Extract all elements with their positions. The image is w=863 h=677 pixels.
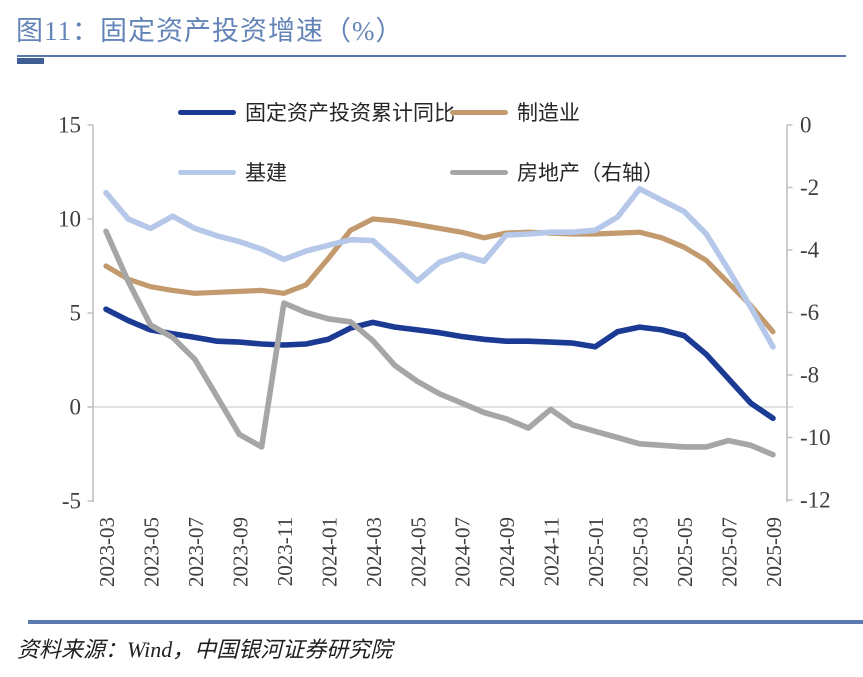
legend-label-manufacturing: 制造业 <box>517 101 580 125</box>
legend-swatch-manufacturing <box>450 109 508 115</box>
x-tick-label: 2023-03 <box>95 517 119 587</box>
y-left-tick-label: -5 <box>62 489 81 514</box>
legend-label-fai: 固定资产投资累计同比 <box>245 101 455 125</box>
series-infrastructure-line <box>103 186 776 350</box>
x-tick-label: 2025-05 <box>673 517 697 587</box>
x-tick-label: 2024-03 <box>362 517 386 587</box>
x-tick-label: 2024-09 <box>495 517 519 587</box>
legend-item-realestate: 房地产（右轴） <box>450 157 664 187</box>
legend-item-manufacturing: 制造业 <box>450 97 580 127</box>
y-left-tick-label: 10 <box>58 207 81 232</box>
x-tick-label: 2024-07 <box>451 517 475 587</box>
x-tick-label: 2024-01 <box>317 517 341 587</box>
series-manufacturing-line <box>103 216 776 335</box>
x-tick-label: 2025-07 <box>718 517 742 587</box>
title-underline <box>17 55 846 57</box>
x-tick-label: 2023-09 <box>228 517 252 587</box>
y-right-tick-label: -10 <box>800 425 831 450</box>
y-left-tick-label: 0 <box>70 395 82 420</box>
legend-item-infrastructure: 基建 <box>178 157 287 187</box>
y-axis-right: 0 -2 -4 -6 -8 -10 -12 <box>787 113 831 513</box>
y-right-tick-label: -8 <box>800 363 819 388</box>
y-left-tick-label: 5 <box>70 301 82 326</box>
x-tick-label: 2025-03 <box>629 517 653 587</box>
x-tick-label: 2023-07 <box>184 517 208 587</box>
x-tick-label: 2023-11 <box>273 517 297 586</box>
legend-swatch-realestate <box>450 169 508 175</box>
y-right-tick-label: -4 <box>800 238 820 263</box>
x-tick-label: 2025-01 <box>584 517 608 587</box>
x-tick-label: 2023-05 <box>139 517 163 587</box>
legend-label-infrastructure: 基建 <box>245 161 287 185</box>
y-right-tick-label: -2 <box>800 175 819 200</box>
y-right-tick-label: 0 <box>800 113 812 138</box>
x-tick-label: 2024-11 <box>540 517 564 586</box>
series-realestate-line <box>103 228 776 458</box>
footer-divider <box>28 620 863 624</box>
y-left-tick-label: 15 <box>58 113 81 138</box>
y-right-tick-label: -12 <box>800 488 831 513</box>
y-axis-left: 15 10 5 0 -5 <box>58 113 93 514</box>
y-right-tick-label: -6 <box>800 300 819 325</box>
legend-swatch-infrastructure <box>178 169 236 175</box>
figure-title: 图11：固定资产投资增速（%） <box>16 16 404 46</box>
x-tick-label: 2024-05 <box>406 517 430 587</box>
x-tick-label: 2025-09 <box>762 517 786 587</box>
source-line: 资料来源：Wind，中国银河证券研究院 <box>17 637 393 662</box>
legend-item-fai: 固定资产投资累计同比 <box>178 97 455 127</box>
title-underline-accent <box>17 58 44 64</box>
x-axis-labels: 2023-03 2023-05 2023-07 2023-09 2023-11 2024-… <box>95 517 786 587</box>
legend-label-realestate: 房地产（右轴） <box>517 161 664 185</box>
legend-swatch-fai <box>178 109 236 115</box>
series-fai-line <box>103 306 776 422</box>
